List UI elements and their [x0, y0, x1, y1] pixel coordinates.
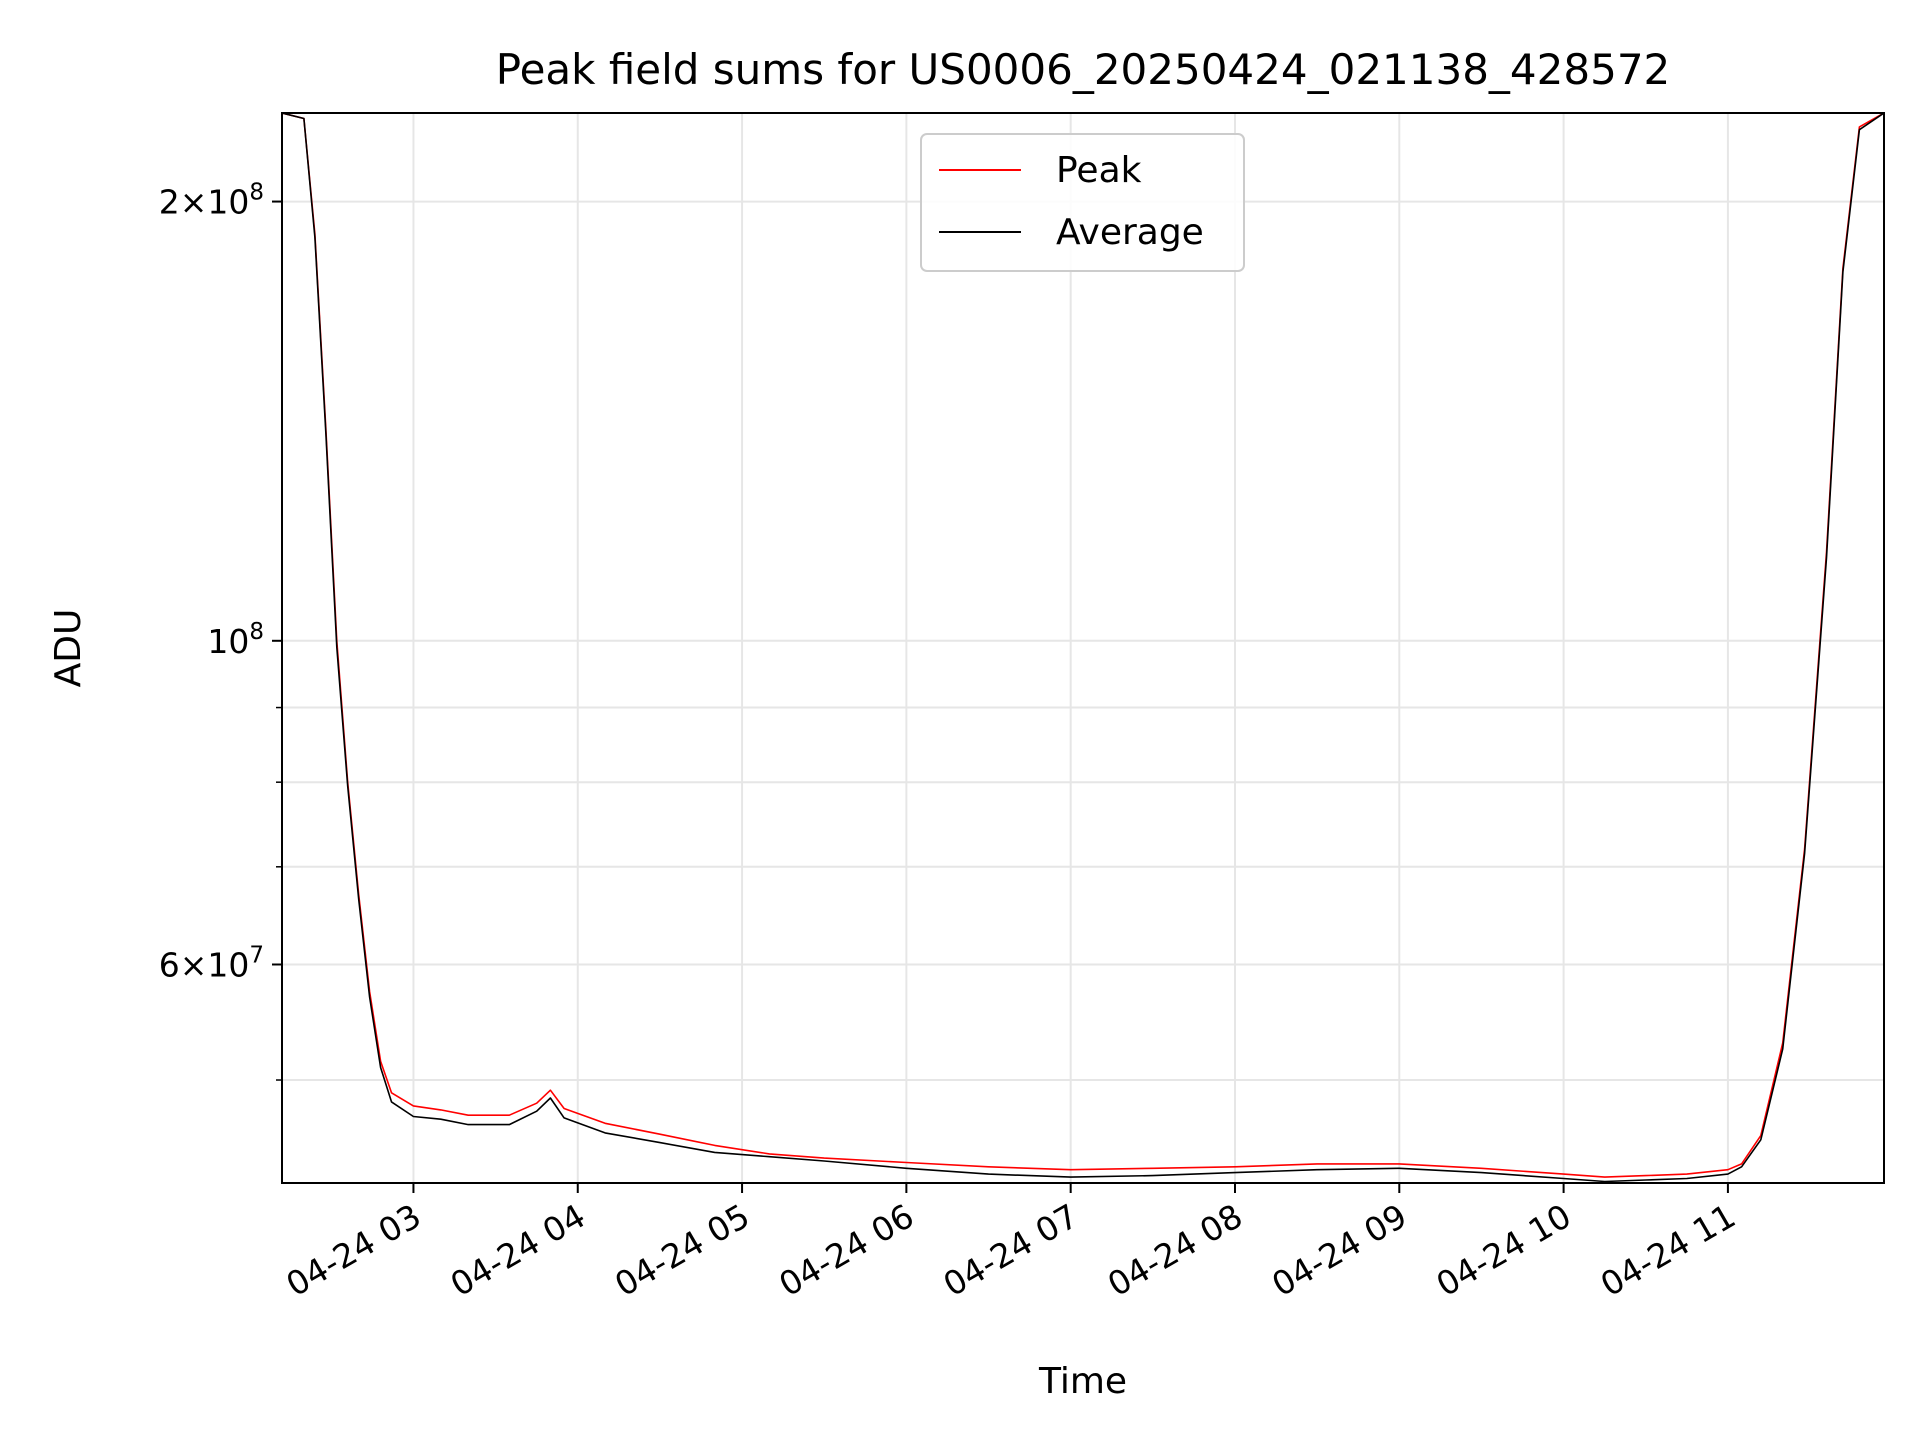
- y-tick-label: 6×107: [159, 942, 264, 984]
- series-line-average: [282, 113, 1884, 1183]
- grid: [282, 113, 1884, 1183]
- legend-average-label: Average: [1056, 212, 1204, 253]
- y-axis: 6×107 108 2×108: [159, 180, 282, 1081]
- legend: Peak Average: [920, 133, 1245, 272]
- legend-box: [920, 133, 1245, 272]
- plot-area: [282, 113, 1884, 1183]
- legend-peak-label: Peak: [1056, 150, 1142, 191]
- x-axis-label: Time: [1038, 1361, 1127, 1402]
- chart-title: Peak field sums for US0006_20250424_0211…: [496, 45, 1671, 94]
- y-axis-label: ADU: [48, 609, 89, 688]
- y-tick-label: 108: [207, 619, 264, 661]
- axes-frame: [281, 112, 1885, 1184]
- y-tick-label: 2×108: [159, 180, 264, 222]
